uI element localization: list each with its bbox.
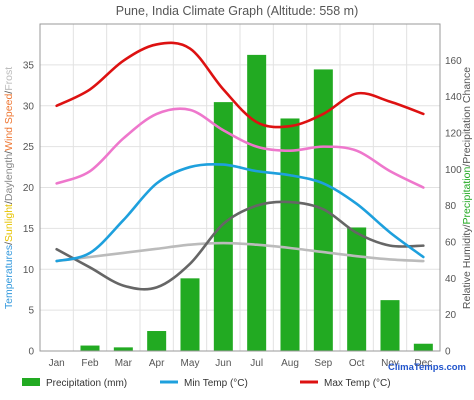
average-temp-line bbox=[55, 107, 425, 189]
max-temp-line bbox=[55, 41, 425, 129]
axis-label-part: Sunlight bbox=[3, 204, 15, 242]
precipitation-bar bbox=[147, 331, 167, 351]
legend-label: Precipitation (mm) bbox=[46, 378, 127, 389]
left-axis-ticks: 0 5 10 15 20 25 30 35 bbox=[23, 60, 35, 357]
x-axis-ticks: Jan Feb Mar Apr May Jun Jul Aug Sep Oct Nov Dec bbox=[49, 358, 433, 369]
right-tick-label: 80 bbox=[445, 201, 457, 212]
x-tick-label: Jun bbox=[215, 358, 231, 369]
x-tick-label: May bbox=[181, 358, 200, 369]
precipitation-bar bbox=[413, 343, 433, 351]
x-tick-label: Mar bbox=[115, 358, 133, 369]
daylength-line bbox=[55, 241, 425, 263]
grid-lines bbox=[39, 24, 441, 352]
min-temp-line bbox=[55, 162, 425, 263]
left-tick-label: 0 bbox=[28, 347, 34, 358]
right-tick-label: 160 bbox=[445, 56, 462, 67]
axis-label-part: / bbox=[461, 224, 473, 227]
x-tick-label: Feb bbox=[81, 358, 99, 369]
plot-frame bbox=[39, 23, 441, 352]
x-tick-label: Oct bbox=[349, 358, 365, 369]
right-tick-label: 40 bbox=[445, 274, 457, 285]
right-axis-label: Relative Humidity/Precipitation/Precipit… bbox=[461, 67, 473, 309]
x-tick-label: Nov bbox=[381, 358, 399, 369]
right-axis-ticks: 0 20 40 60 80 100 120 140 160 bbox=[445, 56, 462, 358]
axis-label-part: Daylength bbox=[3, 154, 15, 201]
axis-label-part: Relative Humidity bbox=[461, 227, 473, 309]
left-tick-label: 25 bbox=[23, 142, 35, 153]
right-tick-label: 60 bbox=[445, 238, 457, 249]
watermark: ClimaTemps.com bbox=[388, 362, 466, 373]
axis-label-part: / bbox=[3, 201, 15, 204]
x-tick-label: Apr bbox=[149, 358, 165, 369]
legend-label: Max Temp (°C) bbox=[324, 378, 391, 389]
chart-title: Pune, India Climate Graph (Altitude: 558… bbox=[116, 4, 358, 18]
axis-label-part: Frost bbox=[3, 67, 15, 91]
axis-label-part: / bbox=[3, 242, 15, 245]
x-tick-label: Dec bbox=[414, 358, 432, 369]
left-tick-label: 15 bbox=[23, 224, 35, 235]
precipitation-bar bbox=[213, 102, 233, 351]
precipitation-bar bbox=[380, 300, 400, 351]
precipitation-bar bbox=[80, 345, 100, 351]
legend-swatch bbox=[22, 378, 40, 386]
axis-label-part: / bbox=[3, 91, 15, 94]
axis-label-part: Temperatures bbox=[3, 245, 15, 309]
x-tick-label: Jul bbox=[250, 358, 263, 369]
axis-label-part: Precipitation Chance bbox=[461, 67, 473, 164]
left-tick-label: 20 bbox=[23, 183, 35, 194]
x-tick-label: Sep bbox=[314, 358, 332, 369]
precipitation-bar bbox=[280, 118, 300, 351]
precipitation-bar bbox=[180, 278, 200, 351]
right-tick-label: 140 bbox=[445, 92, 462, 103]
right-tick-label: 0 bbox=[445, 347, 451, 358]
relative-humidity-line bbox=[55, 200, 425, 291]
legend-label: Min Temp (°C) bbox=[184, 378, 248, 389]
axis-label-part: / bbox=[3, 151, 15, 154]
series-lines bbox=[55, 41, 425, 291]
left-tick-label: 5 bbox=[28, 306, 34, 317]
left-tick-label: 30 bbox=[23, 101, 35, 112]
precipitation-bar bbox=[347, 227, 367, 351]
right-tick-label: 120 bbox=[445, 129, 462, 140]
right-tick-label: 100 bbox=[445, 165, 462, 176]
axis-label-part: Wind Speed bbox=[3, 94, 15, 151]
x-tick-label: Jan bbox=[49, 358, 65, 369]
axis-label-part: / bbox=[461, 164, 473, 167]
precipitation-bar bbox=[247, 54, 267, 352]
precipitation-bar bbox=[113, 347, 133, 351]
left-tick-label: 10 bbox=[23, 265, 35, 276]
left-axis-label: Temperatures/Sunlight/Daylength/Wind Spe… bbox=[3, 67, 15, 309]
x-tick-label: Aug bbox=[281, 358, 299, 369]
axis-label-part: Precipitation bbox=[461, 167, 473, 225]
left-tick-label: 35 bbox=[23, 60, 35, 71]
legend: Precipitation (mm) Min Temp (°C) Max Temp … bbox=[22, 378, 391, 389]
right-tick-label: 20 bbox=[445, 310, 457, 321]
